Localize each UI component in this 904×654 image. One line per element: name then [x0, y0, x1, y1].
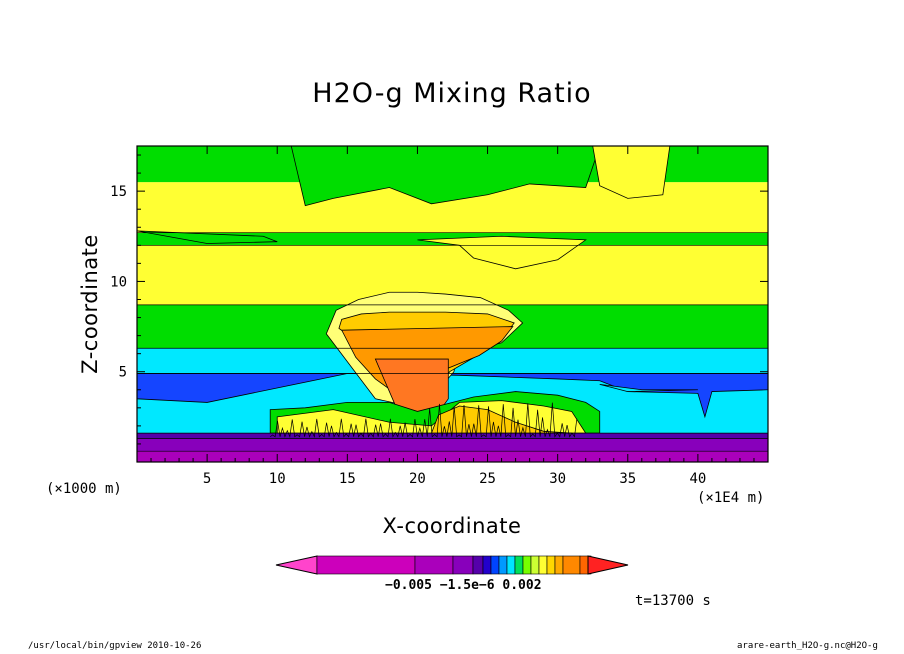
- x-tick-label-20: 20: [409, 471, 426, 487]
- heatmap-field: [137, 146, 768, 462]
- y-tick-label-5: 5: [119, 365, 127, 381]
- colorbar-segment-10: [530, 555, 540, 575]
- footer-right: arare-earth_H2O-g.nc@H2O-g: [737, 641, 878, 651]
- layer-purple: [137, 438, 768, 452]
- layer-darkpurple: [137, 433, 768, 439]
- colorbar-segment-3: [472, 555, 484, 575]
- colorbar-segment-11: [538, 555, 548, 575]
- colorbar-segment-7: [506, 555, 516, 575]
- time-label: t=13700 s: [635, 593, 711, 609]
- y-tick-label-15: 15: [110, 184, 127, 200]
- yellow-bulge-mid: [417, 235, 587, 270]
- x-tick-label-5: 5: [203, 471, 211, 487]
- x-tick-label-25: 25: [479, 471, 496, 487]
- chart-title: H2O-g Mixing Ratio: [312, 78, 592, 109]
- x-tick-label-35: 35: [619, 471, 636, 487]
- colorbar-segment-5: [490, 555, 500, 575]
- yellow-patch-top-right: [592, 146, 671, 199]
- colorbar-segment-13: [554, 555, 564, 575]
- colorbar-segment-0: [316, 555, 416, 575]
- y-tick-label-10: 10: [110, 274, 127, 290]
- colorbar-segment-2: [452, 555, 474, 575]
- colorbar-segment-8: [514, 555, 524, 575]
- x-scale-label: (×1E4 m): [697, 490, 765, 506]
- footer-left: /usr/local/bin/gpview 2010-10-26: [28, 641, 202, 651]
- colorbar-segment-12: [546, 555, 556, 575]
- x-axis-label: X-coordinate: [382, 514, 522, 538]
- colorbar-segment-4: [482, 555, 492, 575]
- colorbar-segment-6: [498, 555, 508, 575]
- colorbar-segment-9: [522, 555, 532, 575]
- x-tick-label-40: 40: [689, 471, 706, 487]
- colorbar-right-arrow: [587, 555, 629, 575]
- colorbar-segment-1: [414, 555, 454, 575]
- cyan-region-dip: [599, 383, 698, 392]
- colorbar-tick-labels: −0.005 −1.5e−6 0.002: [385, 578, 542, 593]
- x-tick-label-15: 15: [339, 471, 356, 487]
- layer-magenta: [137, 451, 768, 462]
- x-tick-label-10: 10: [269, 471, 286, 487]
- plot-frame: [136, 145, 769, 463]
- x-tick-label-30: 30: [549, 471, 566, 487]
- turbulence-contours: [269, 402, 578, 439]
- x-unit-label: (×1000 m): [46, 481, 122, 497]
- green-patch-top-left: [290, 146, 601, 207]
- colorbar-left-arrow: [275, 555, 318, 575]
- green-spot: [137, 230, 278, 244]
- colorbar-segment-14: [562, 555, 581, 575]
